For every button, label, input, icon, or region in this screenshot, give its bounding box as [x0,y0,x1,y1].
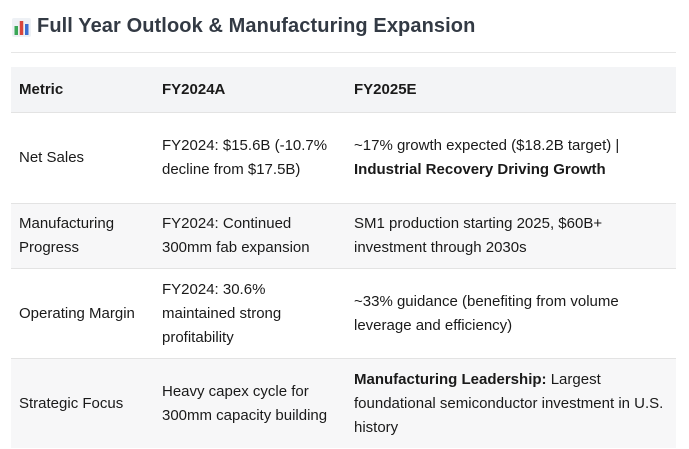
fy2025-highlight: Industrial Recovery Driving Growth [354,161,606,178]
fy2024-cell: FY2024: $15.6B (-10.7% decline from $17.… [162,137,328,178]
table-row: Strategic Focus Heavy capex cycle for 30… [11,358,676,449]
fy2025-cell: SM1 production starting 2025, $60B+ inve… [354,215,603,256]
fy2025-text: ~17% growth expected ($18.2B target) | [354,137,620,154]
section-header: Full Year Outlook & Manufacturing Expans… [11,0,676,53]
table-row: Net Sales FY2024: $15.6B (-10.7% decline… [11,113,676,204]
table-header-row: Metric FY2024A FY2025E [11,67,676,113]
fy2024-cell: Heavy capex cycle for 300mm capacity bui… [162,382,328,424]
table-row: Manufacturing Progress FY2024: Continued… [11,203,676,269]
metric-cell: Operating Margin [19,304,135,322]
fy2024-cell: FY2024: 30.6% maintained strong profitab… [162,280,282,346]
fy2025-text: Largest foundational semiconductor inves… [354,370,664,436]
column-header-metric: Metric [11,67,154,113]
table-row: Operating Margin FY2024: 30.6% maintaine… [11,269,676,359]
metric-cell: Net Sales [19,149,85,166]
outlook-table: Metric FY2024A FY2025E Net Sales FY2024:… [11,67,676,448]
metric-cell: Manufacturing Progress [19,215,115,256]
column-header-fy2025e: FY2025E [346,67,676,113]
page-title: Full Year Outlook & Manufacturing Expans… [37,14,476,37]
column-header-fy2024a: FY2024A [154,67,346,113]
fy2024-cell: FY2024: Continued 300mm fab expansion [162,215,310,256]
bar-chart-icon [12,17,31,37]
metric-cell: Strategic Focus [19,394,124,412]
fy2025-cell: ~33% guidance (benefiting from volume le… [354,292,619,334]
fy2025-cell: ~17% growth expected ($18.2B target) | I… [346,113,676,204]
fy2025-highlight: Manufacturing Leadership: [354,370,547,388]
fy2025-cell: Manufacturing Leadership: Largest founda… [346,359,676,449]
